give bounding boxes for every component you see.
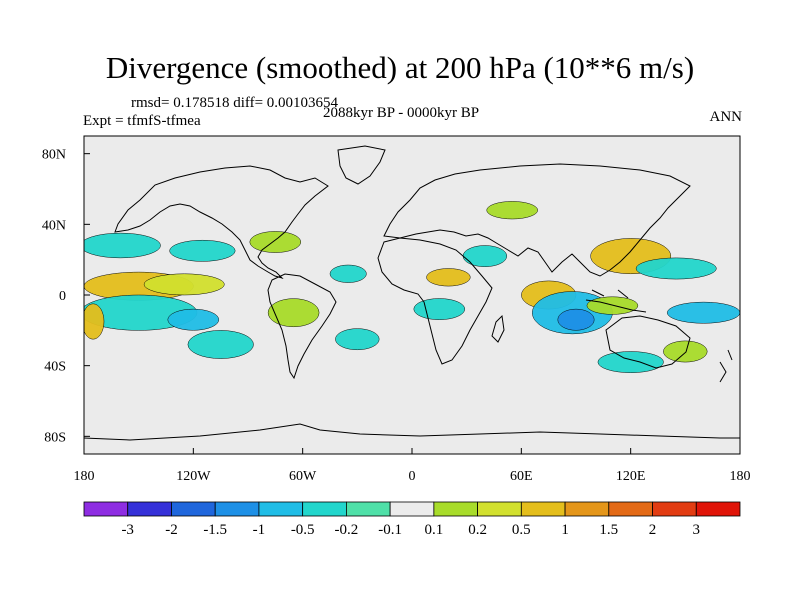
colorbar-label: -0.5 [291,522,315,538]
x-tick-label: 180 [730,469,751,484]
coast-eurasia [383,163,691,277]
coast-antarctica [84,423,740,441]
colorbar-label: 3 [693,522,701,538]
field-region [635,257,717,280]
field-region [335,328,380,351]
coast-greenland [337,145,386,185]
field-region [663,340,708,363]
colorbar-box [171,501,216,517]
y-tick-label: 40S [44,360,66,375]
field-region [557,308,595,331]
stats-text: rmsd= 0.178518 diff= 0.00103654 [131,95,339,111]
field-region [187,330,254,359]
colorbar-box [695,501,741,517]
colorbar-box [214,501,260,517]
colorbar-box [520,501,566,517]
field-region [249,231,302,253]
colorbar-box [433,501,478,517]
colorbar-box [652,501,697,517]
field-region [169,239,236,262]
colorbar-label: -1 [253,522,266,538]
experiment-label: Expt = tfmfS-tfmea [83,113,201,129]
colorbar-box [83,501,129,517]
field-region [329,264,367,283]
colorbar-label: 1 [561,522,569,538]
period-label: 2088kyr BP - 0000kyr BP [323,105,480,121]
x-tick-label: 0 [409,469,416,484]
field-region [267,298,320,328]
coastlines [84,145,740,441]
colorbar-label: -2 [165,522,178,538]
colorbar-box [302,501,347,517]
colorbar-box [345,501,391,517]
colorbar-label: -3 [121,522,134,538]
coast-south-america [267,273,337,380]
colorbar-box [608,501,653,517]
colorbar-box [258,501,304,517]
y-tick-label: 40N [42,218,66,233]
field-region [84,232,161,259]
field-region [426,268,471,287]
coast-madagascar [491,314,505,343]
x-tick-label: 60E [510,469,533,484]
field-region [462,245,508,267]
colorbar-box [477,501,522,517]
field-region [167,308,220,331]
divergence-field [84,201,740,373]
y-tick-label: 80S [44,430,66,445]
colorbar-box [564,501,610,517]
x-axis-ticks: 180 120W 60W 0 60E 120E 180 [74,448,751,484]
colorbar-label: -0.1 [378,522,402,538]
coast-new-zealand [719,349,733,383]
x-tick-label: 120W [176,469,211,484]
x-tick-label: 120E [616,469,646,484]
colorbar-label: 0.1 [425,522,444,538]
colorbar-label: 2 [649,522,657,538]
field-region [486,201,538,220]
y-tick-label: 80N [42,148,66,163]
field-region [413,298,466,320]
colorbar-label: 0.5 [512,522,531,538]
colorbar-box [389,501,435,517]
chart-title: Divergence (smoothed) at 200 hPa (10**6 … [105,50,695,85]
coast-australia [605,315,691,369]
colorbar-label: 0.2 [468,522,487,538]
coast-africa [377,237,493,365]
colorbar-label: -0.2 [335,522,359,538]
colorbar-label: -1.5 [203,522,227,538]
x-tick-label: 60W [289,469,317,484]
y-tick-label: 0 [59,289,66,304]
colorbar: -3 -2 -1.5 -1 -0.5 -0.2 -0.1 0.1 0.2 0.5 1 1.5 2 3 [83,501,741,538]
x-tick-label: 180 [74,469,95,484]
field-region [84,303,105,340]
field-region [143,273,225,296]
season-label: ANN [709,109,743,125]
map-background [84,136,740,454]
y-axis-ticks: 80N 40N 0 40S 80S [42,148,90,445]
coast-indonesia [585,289,647,313]
colorbar-label: 1.5 [599,522,618,538]
field-region [666,301,740,324]
coast-north-america [114,165,329,280]
colorbar-box [127,501,172,517]
field-region [597,351,664,373]
map-frame [83,135,741,455]
